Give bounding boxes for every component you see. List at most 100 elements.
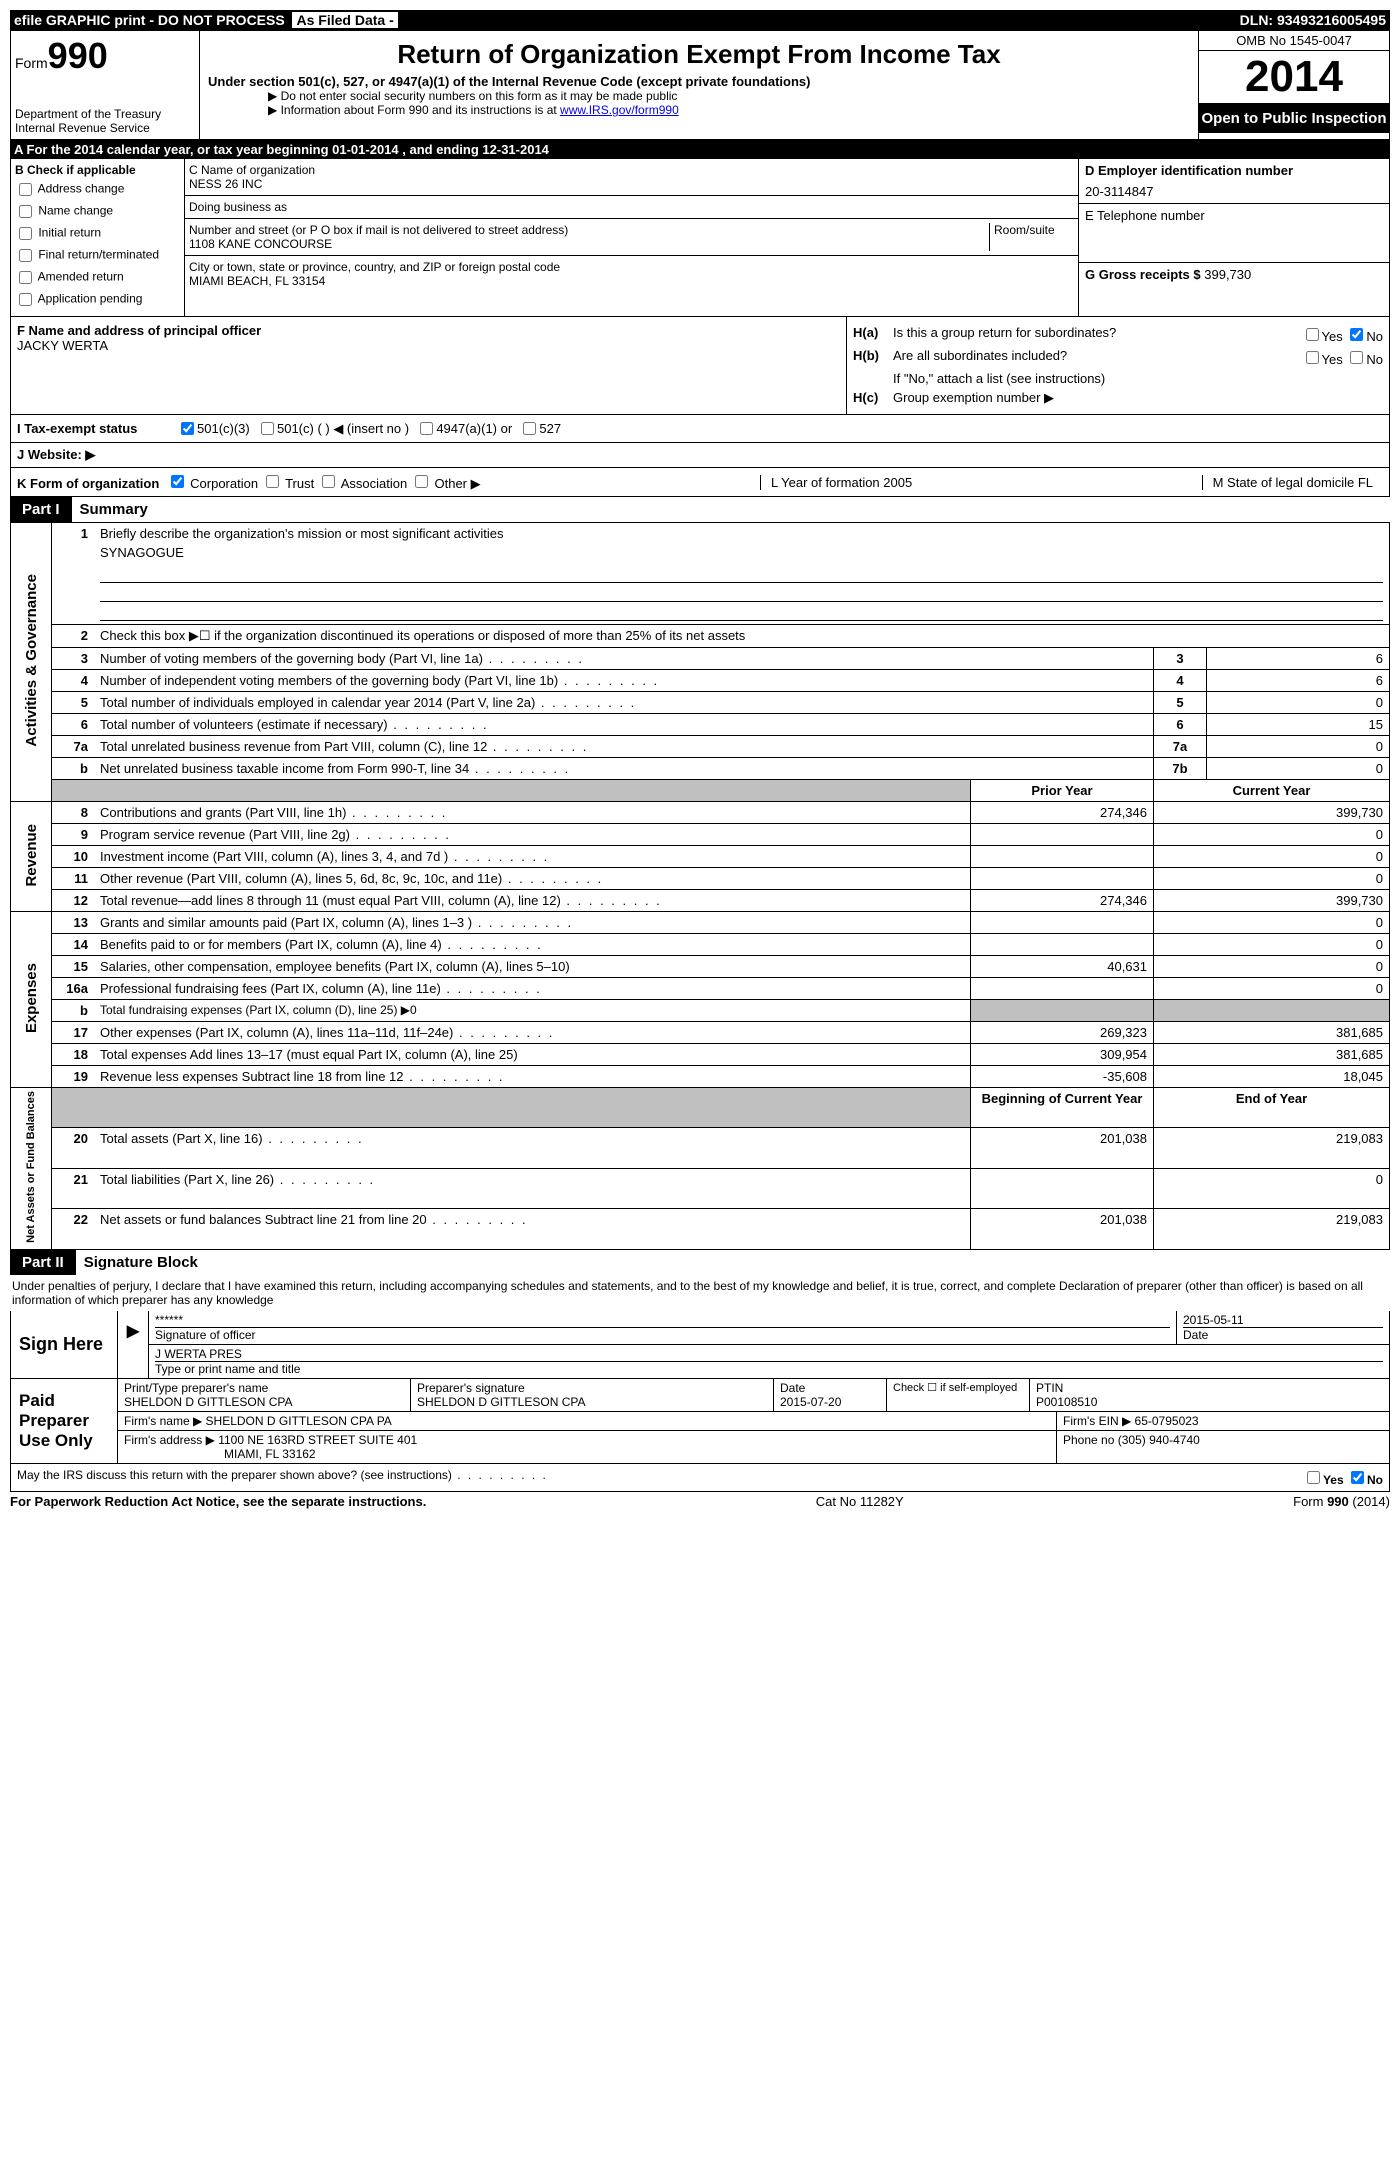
discuss-text: May the IRS discuss this return with the… xyxy=(17,1468,548,1487)
ein-value: 20-3114847 xyxy=(1085,184,1383,199)
col-d: D Employer identification number 20-3114… xyxy=(1079,159,1389,316)
mission: SYNAGOGUE xyxy=(100,541,1383,564)
table-row: 6Total number of volunteers (estimate if… xyxy=(11,714,1390,736)
cb-4947[interactable] xyxy=(420,422,433,435)
discuss-no[interactable] xyxy=(1351,1471,1364,1484)
cb-final-return[interactable]: Final return/terminated xyxy=(15,246,180,265)
gross-label: G Gross receipts $ xyxy=(1085,267,1201,282)
rowk-label: K Form of organization xyxy=(17,476,159,491)
addr-cell: Number and street (or P O box if mail is… xyxy=(185,219,1078,256)
cb-501c3[interactable] xyxy=(181,422,194,435)
arrow-icon: ▶ xyxy=(118,1311,149,1378)
cb-initial-return[interactable]: Initial return xyxy=(15,224,180,243)
part1-header: Part I Summary xyxy=(10,497,1390,522)
paperwork-notice: For Paperwork Reduction Act Notice, see … xyxy=(10,1494,426,1509)
form-footer: Form 990 (2014) xyxy=(1293,1494,1390,1509)
officer-name: JACKY WERTA xyxy=(17,338,840,353)
self-employed: Check ☐ if self-employed xyxy=(887,1379,1030,1411)
hb-no[interactable] xyxy=(1350,351,1363,364)
cb-application-pending[interactable]: Application pending xyxy=(15,290,180,309)
sidelabel-expenses: Expenses xyxy=(11,912,52,1088)
discuss-yes[interactable] xyxy=(1307,1471,1320,1484)
efile-header: efile GRAPHIC print - DO NOT PROCESS As … xyxy=(10,10,1390,30)
dln-label: DLN: xyxy=(1240,12,1273,28)
sign-here-label: Sign Here xyxy=(11,1311,118,1378)
ha-yes[interactable] xyxy=(1306,328,1319,341)
cb-assoc[interactable] xyxy=(322,475,335,488)
cb-other[interactable] xyxy=(415,475,428,488)
top-section: Form990 Department of the Treasury Inter… xyxy=(10,30,1390,140)
table-row: Expenses13Grants and similar amounts pai… xyxy=(11,912,1390,934)
firm-name: SHELDON D GITTLESON CPA PA xyxy=(206,1414,392,1428)
col-h: H(a) Is this a group return for subordin… xyxy=(847,317,1389,414)
paid-preparer-label: Paid Preparer Use Only xyxy=(11,1379,118,1463)
hc-label: H(c) xyxy=(853,390,893,405)
dept-line2: Internal Revenue Service xyxy=(15,121,195,135)
table-row: bNet unrelated business taxable income f… xyxy=(11,758,1390,780)
ein-cell: D Employer identification number 20-3114… xyxy=(1079,159,1389,204)
form-title: Return of Organization Exempt From Incom… xyxy=(208,39,1190,70)
section-fh: F Name and address of principal officer … xyxy=(10,317,1390,415)
cat-no: Cat No 11282Y xyxy=(816,1494,904,1509)
city-label: City or town, state or province, country… xyxy=(189,260,1074,274)
omb-number: OMB No 1545-0047 xyxy=(1199,31,1389,51)
cb-amended-return[interactable]: Amended return xyxy=(15,268,180,287)
table-row: Activities & Governance 1 Briefly descri… xyxy=(11,523,1390,625)
table-row: Prior YearCurrent Year xyxy=(11,780,1390,802)
addr-label: Number and street (or P O box if mail is… xyxy=(189,223,985,237)
tel-label: E Telephone number xyxy=(1085,208,1383,223)
officer-label: F Name and address of principal officer xyxy=(17,323,840,338)
part2-header: Part II Signature Block xyxy=(10,1250,1390,1275)
prep-date: 2015-07-20 xyxy=(780,1395,880,1409)
discuss-row: May the IRS discuss this return with the… xyxy=(11,1464,1389,1491)
form-number: 990 xyxy=(48,35,108,76)
table-row: 17Other expenses (Part IX, column (A), l… xyxy=(11,1022,1390,1044)
col-b-title: B Check if applicable xyxy=(15,163,180,177)
org-name-label: C Name of organization xyxy=(189,163,1074,177)
col-f-officer: F Name and address of principal officer … xyxy=(11,317,847,414)
city-cell: City or town, state or province, country… xyxy=(185,256,1078,292)
cb-527[interactable] xyxy=(523,422,536,435)
officer-typed-name: J WERTA PRES xyxy=(155,1347,1383,1361)
hb-yes[interactable] xyxy=(1306,351,1319,364)
part2-title: Signature Block xyxy=(76,1250,206,1275)
table-row: 7aTotal unrelated business revenue from … xyxy=(11,736,1390,758)
sidelabel-netassets: Net Assets or Fund Balances xyxy=(11,1088,52,1250)
row-i-taxexempt: I Tax-exempt status 501(c)(3) 501(c) ( )… xyxy=(10,415,1390,443)
dba-cell: Doing business as xyxy=(185,196,1078,219)
cb-name-change[interactable]: Name change xyxy=(15,202,180,221)
part2-label: Part II xyxy=(10,1250,76,1275)
row-j-website: J Website: ▶ xyxy=(10,443,1390,468)
cb-501c[interactable] xyxy=(261,422,274,435)
table-row: Net Assets or Fund BalancesBeginning of … xyxy=(11,1088,1390,1128)
addr-value: 1108 KANE CONCOURSE xyxy=(189,237,985,251)
gross-value: 399,730 xyxy=(1204,267,1251,282)
line2-desc: Check this box ▶☐ if the organization di… xyxy=(94,625,1390,648)
row-k: K Form of organization Corporation Trust… xyxy=(10,468,1390,497)
table-row: 22Net assets or fund balances Subtract l… xyxy=(11,1209,1390,1249)
year-formation: L Year of formation 2005 xyxy=(760,475,922,490)
cb-trust[interactable] xyxy=(266,475,279,488)
note-1: ▶ Do not enter social security numbers o… xyxy=(268,89,1190,103)
table-row: 2 Check this box ▶☐ if the organization … xyxy=(11,625,1390,648)
ha-no[interactable] xyxy=(1350,328,1363,341)
table-row: 10Investment income (Part VIII, column (… xyxy=(11,846,1390,868)
cb-corp[interactable] xyxy=(171,475,184,488)
sig-officer-label: Signature of officer xyxy=(155,1327,1170,1342)
hb-text: Are all subordinates included? xyxy=(893,348,1302,363)
sidelabel-revenue: Revenue xyxy=(11,802,52,912)
firm-addr: 1100 NE 163RD STREET SUITE 401 xyxy=(218,1433,417,1447)
cb-address-change[interactable]: Address change xyxy=(15,180,180,199)
ein-label: D Employer identification number xyxy=(1085,163,1383,178)
table-row: bTotal fundraising expenses (Part IX, co… xyxy=(11,1000,1390,1022)
sig-date: 2015-05-11 xyxy=(1183,1313,1383,1327)
table-row: 18Total expenses Add lines 13–17 (must e… xyxy=(11,1044,1390,1066)
open-to-public: Open to Public Inspection xyxy=(1199,104,1389,133)
summary-table: Activities & Governance 1 Briefly descri… xyxy=(10,522,1390,1250)
table-row: 3Number of voting members of the governi… xyxy=(11,648,1390,670)
firm-ein: 65-0795023 xyxy=(1135,1414,1199,1428)
firm-phone: (305) 940-4740 xyxy=(1118,1433,1200,1447)
irs-link[interactable]: www.IRS.gov/form990 xyxy=(560,103,679,117)
officer-type-label: Type or print name and title xyxy=(155,1361,1383,1376)
signature-section: Sign Here ▶ ****** Signature of officer … xyxy=(10,1311,1390,1492)
